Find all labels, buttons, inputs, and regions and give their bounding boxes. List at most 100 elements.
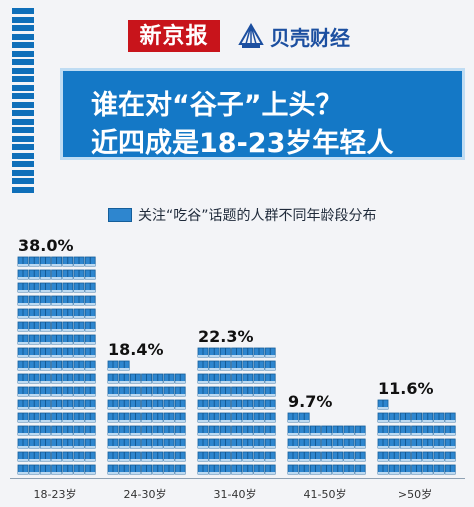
- book-icon: [84, 321, 96, 332]
- book-icon-pages: [254, 459, 264, 461]
- book-icon-pages: [209, 459, 220, 461]
- book-icon-pages: [198, 446, 208, 448]
- book-icon: [62, 373, 74, 384]
- book-icon-pages: [40, 407, 51, 409]
- book-icon-pages: [108, 459, 118, 461]
- book-icon-pages: [445, 433, 456, 435]
- book-icon-pages: [40, 381, 51, 383]
- book-icon: [51, 360, 62, 371]
- book-icon-pages: [18, 472, 28, 474]
- value-label: 9.7%: [288, 392, 332, 411]
- book-icon-pages: [231, 472, 242, 474]
- book-icon-pages: [51, 277, 62, 279]
- book-icon: [197, 438, 209, 449]
- book-icon: [433, 412, 445, 423]
- book-icon: [28, 451, 40, 462]
- book-icon-pages: [231, 381, 242, 383]
- decorative-stripe: [12, 118, 34, 125]
- book-icon-pages: [265, 368, 276, 370]
- book-icon: [264, 373, 276, 384]
- book-icon-pages: [85, 407, 96, 409]
- decorative-stripe: [12, 59, 34, 65]
- book-icon: [343, 451, 355, 462]
- book-icon-pages: [29, 355, 40, 357]
- book-icon-pages: [40, 368, 51, 370]
- book-icon-pages: [119, 407, 130, 409]
- book-icon-pages: [74, 381, 84, 383]
- book-icon: [163, 373, 175, 384]
- book-icon-pages: [85, 329, 96, 331]
- book-icon: [62, 308, 74, 319]
- book-icon-pages: [152, 381, 163, 383]
- book-icon: [399, 438, 411, 449]
- book-icon: [129, 399, 141, 410]
- book-icon-pages: [51, 472, 62, 474]
- book-icon: [219, 438, 231, 449]
- book-icon-pages: [434, 446, 444, 448]
- book-icon-pages: [62, 433, 73, 435]
- book-icon: [332, 464, 344, 475]
- book-icon: [287, 412, 299, 423]
- book-icon-pages: [51, 316, 62, 318]
- book-icon: [40, 360, 51, 371]
- book-icon-pages: [141, 446, 152, 448]
- book-icon-pages: [411, 459, 422, 461]
- book-icon: [51, 386, 62, 397]
- book-icon: [377, 399, 389, 410]
- book-icon: [253, 425, 265, 436]
- book-icon: [17, 334, 29, 345]
- book-icon-pages: [242, 355, 253, 357]
- book-icon: [51, 373, 62, 384]
- book-icon: [377, 425, 389, 436]
- book-icon-pages: [29, 303, 40, 305]
- book-icon-pages: [85, 290, 96, 292]
- book-icon: [118, 425, 130, 436]
- book-icon: [17, 308, 29, 319]
- title-line-2: 近四成是18-23岁年轻人: [91, 128, 394, 159]
- book-icon: [62, 295, 74, 306]
- book-icon-pages: [119, 381, 130, 383]
- book-icon-pages: [220, 368, 231, 370]
- book-icon: [62, 386, 74, 397]
- book-icon-pages: [74, 420, 84, 422]
- book-icon-pages: [85, 368, 96, 370]
- book-icon: [17, 464, 29, 475]
- book-icon-pages: [242, 407, 253, 409]
- book-icon: [40, 308, 51, 319]
- book-icon: [17, 451, 29, 462]
- book-icon-pages: [74, 329, 84, 331]
- book-icon-pages: [62, 368, 73, 370]
- book-icon: [62, 464, 74, 475]
- book-icon: [231, 399, 243, 410]
- book-icon-pages: [422, 420, 433, 422]
- book-icon: [231, 425, 243, 436]
- book-icon: [253, 386, 265, 397]
- book-icon-pages: [198, 368, 208, 370]
- book-icon: [73, 399, 85, 410]
- x-tick-label: 41-50岁: [304, 487, 347, 501]
- book-icon: [73, 373, 85, 384]
- book-icon: [28, 308, 40, 319]
- book-icon: [17, 347, 29, 358]
- book-icon: [343, 438, 355, 449]
- book-icon: [129, 412, 141, 423]
- book-icon: [73, 412, 85, 423]
- book-icon-pages: [242, 394, 253, 396]
- book-icon-pages: [18, 420, 28, 422]
- book-icon-pages: [321, 472, 332, 474]
- book-icon: [17, 295, 29, 306]
- book-icon-pages: [29, 342, 40, 344]
- book-icon: [129, 386, 141, 397]
- book-icon: [62, 451, 74, 462]
- book-icon-pages: [51, 407, 62, 409]
- book-icon: [197, 386, 209, 397]
- book-icon-pages: [422, 446, 433, 448]
- book-icon: [197, 360, 209, 371]
- book-icon-pages: [130, 394, 141, 396]
- book-icon: [107, 399, 119, 410]
- book-icon-pages: [400, 472, 411, 474]
- book-icon-pages: [332, 472, 343, 474]
- book-icon-pages: [209, 381, 220, 383]
- book-icon: [51, 334, 62, 345]
- book-icon-pages: [198, 420, 208, 422]
